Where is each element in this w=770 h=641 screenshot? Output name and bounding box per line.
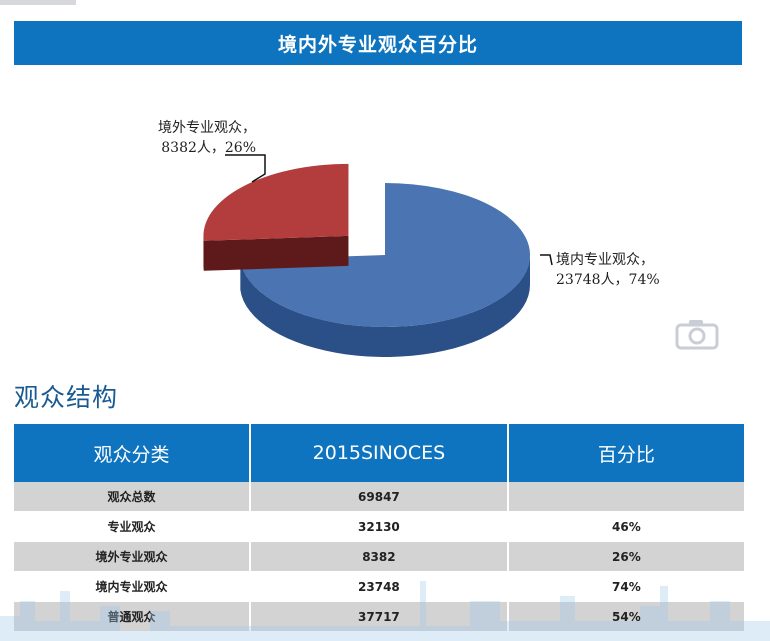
header-category: 观众分类: [14, 424, 252, 482]
foreign-label-line1: 境外专业观众，: [158, 120, 256, 136]
pie-slice-top: [240, 183, 530, 327]
leader-lines: [225, 154, 553, 266]
header-year: 2015SINOCES: [251, 424, 509, 482]
camera-icon[interactable]: [675, 318, 719, 350]
pie-chart: [203, 163, 530, 357]
cell-percent: [508, 482, 744, 512]
table-row: 普通观众 37717 54%: [14, 602, 744, 632]
foreign-slice-label: 境外专业观众， 8382人，26%: [88, 118, 256, 158]
domestic-slice-label: 境内专业观众， 23748人，74%: [556, 250, 660, 290]
section-title: 观众结构: [14, 383, 119, 412]
cell-count: 37717: [251, 602, 509, 632]
header-percent: 百分比: [508, 424, 744, 482]
cell-category: 观众总数: [14, 482, 252, 512]
foreign-label-line2: 8382人，26%: [161, 140, 256, 156]
leader-line-domestic: [540, 254, 553, 266]
top-tab: [0, 0, 76, 5]
table-row: 观众总数 69847: [14, 482, 744, 512]
cell-count: 32130: [251, 512, 509, 542]
pie-slice-cut-face: [203, 235, 349, 271]
cell-count: 69847: [251, 482, 509, 512]
chart-title: 境内外专业观众百分比: [277, 33, 478, 56]
domestic-label-line1: 境内专业观众，: [556, 252, 654, 268]
table-row: 专业观众 32130 46%: [14, 512, 744, 542]
cell-count: 8382: [251, 542, 509, 572]
cell-category: 境外专业观众: [14, 542, 252, 572]
pie-slice-top: [203, 163, 349, 241]
pie-slice-domestic: [240, 183, 530, 357]
table-row: 境内专业观众 23748 74%: [14, 572, 744, 602]
cell-percent: 54%: [508, 602, 744, 632]
table-header-row: 观众分类 2015SINOCES 百分比: [14, 424, 744, 482]
cell-percent: 46%: [508, 512, 744, 542]
table-row: 境外专业观众 8382 26%: [14, 542, 744, 572]
pie-slice-foreign: [203, 163, 349, 271]
cell-category: 境内专业观众: [14, 572, 252, 602]
pie-slice-side: [240, 255, 530, 357]
domestic-label-line2: 23748人，74%: [556, 272, 660, 288]
chart-title-banner: 境内外专业观众百分比: [14, 21, 742, 65]
cell-category: 普通观众: [14, 602, 252, 632]
audience-table: 观众分类 2015SINOCES 百分比 观众总数 69847 专业观众 321…: [14, 424, 744, 632]
cell-category: 专业观众: [14, 512, 252, 542]
cell-percent: 74%: [508, 572, 744, 602]
cell-percent: 26%: [508, 542, 744, 572]
leader-line-foreign: [225, 154, 266, 183]
cell-count: 23748: [251, 572, 509, 602]
